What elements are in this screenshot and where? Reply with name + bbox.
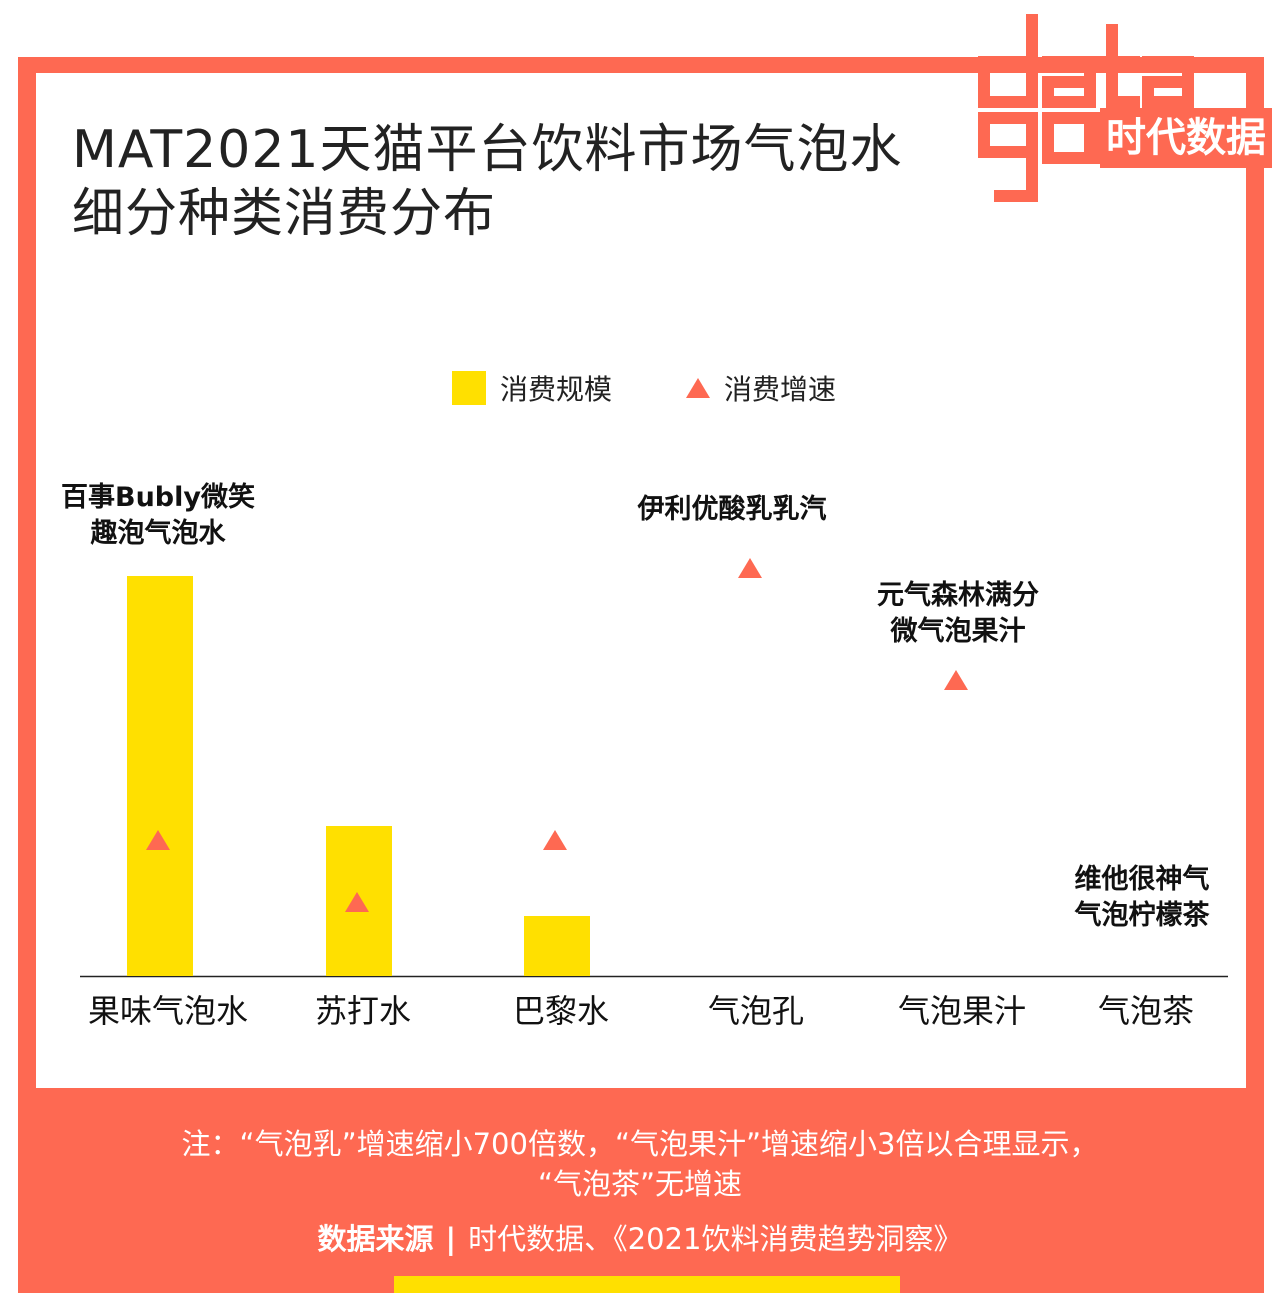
title-line-2: 细分种类消费分布 [72,184,497,244]
brand-annotation: 伊利优酸乳乳汽 [638,492,827,528]
x-tick-label: 气泡茶 [1097,992,1195,1030]
bar-果味气泡水 [127,576,193,976]
bottom-accent-strip [394,1276,900,1293]
legend-swatch-scale [452,371,486,405]
brand-annotation-line: 元气森林满分 [877,580,1039,611]
brand-annotation-line: 维他很神气 [1074,864,1210,895]
brand-annotation: 元气森林满分 微气泡果汁 [877,578,1039,650]
brand-annotation: 百事Bubly微笑 趣泡气泡水 [61,480,255,552]
legend-marker-growth [686,378,710,398]
footnote: 注：“气泡乳”增速缩小700倍数，“气泡果汁”增速缩小3倍以合理显示， “气泡茶… [60,1124,1220,1204]
source-label: 数据来源 [317,1222,434,1256]
chart-title: MAT2021天猫平台饮料市场气泡水 细分种类消费分布 [72,118,903,246]
x-tick-label: 苏打水 [314,992,412,1030]
footnote-line-2: “气泡茶”无增速 [537,1167,743,1201]
brand-annotation: 维他很神气气泡柠檬茶 [1075,862,1210,934]
footnote-line-1: 注：“气泡乳”增速缩小700倍数，“气泡果汁”增速缩小3倍以合理显示， [181,1127,1099,1161]
x-tick-label: 气泡孔 [707,992,805,1030]
legend-item-scale: 消费规模 [452,368,612,408]
logo-cn-text: 时代数据 [1100,108,1272,168]
title-line-1: MAT2021天猫平台饮料市场气泡水 [72,120,903,180]
bar-巴黎水 [524,916,590,976]
growth-marker-气泡果汁 [944,670,968,690]
source-text: 时代数据、《2021饮料消费趋势洞察》 [468,1222,963,1256]
growth-marker-气泡孔 [738,558,762,578]
legend-item-growth: 消费增速 [686,368,836,408]
brand-annotation-line: 气泡柠檬茶 [1074,900,1210,931]
growth-marker-巴黎水 [543,830,567,850]
legend-label-scale: 消费规模 [500,373,613,406]
x-tick-label: 气泡果汁 [897,992,1027,1030]
growth-marker-苏打水 [345,892,369,912]
brand-annotation-line: 伊利优酸乳乳汽 [637,494,827,525]
brand-annotation-line: 微气泡果汁 [890,616,1026,647]
x-tick-label: 果味气泡水 [87,992,249,1030]
legend-label-growth: 消费增速 [724,373,837,406]
growth-marker-果味气泡水 [146,830,170,850]
data-source: 数据来源 | 时代数据、《2021饮料消费趋势洞察》 [60,1216,1220,1258]
brand-annotation-line: 趣泡气泡水 [90,518,226,549]
source-separator: | [445,1222,457,1256]
x-tick-label: 巴黎水 [512,992,610,1030]
brand-annotation-line: 百事Bubly微笑 [61,482,255,513]
chart-panel [36,73,1246,1088]
